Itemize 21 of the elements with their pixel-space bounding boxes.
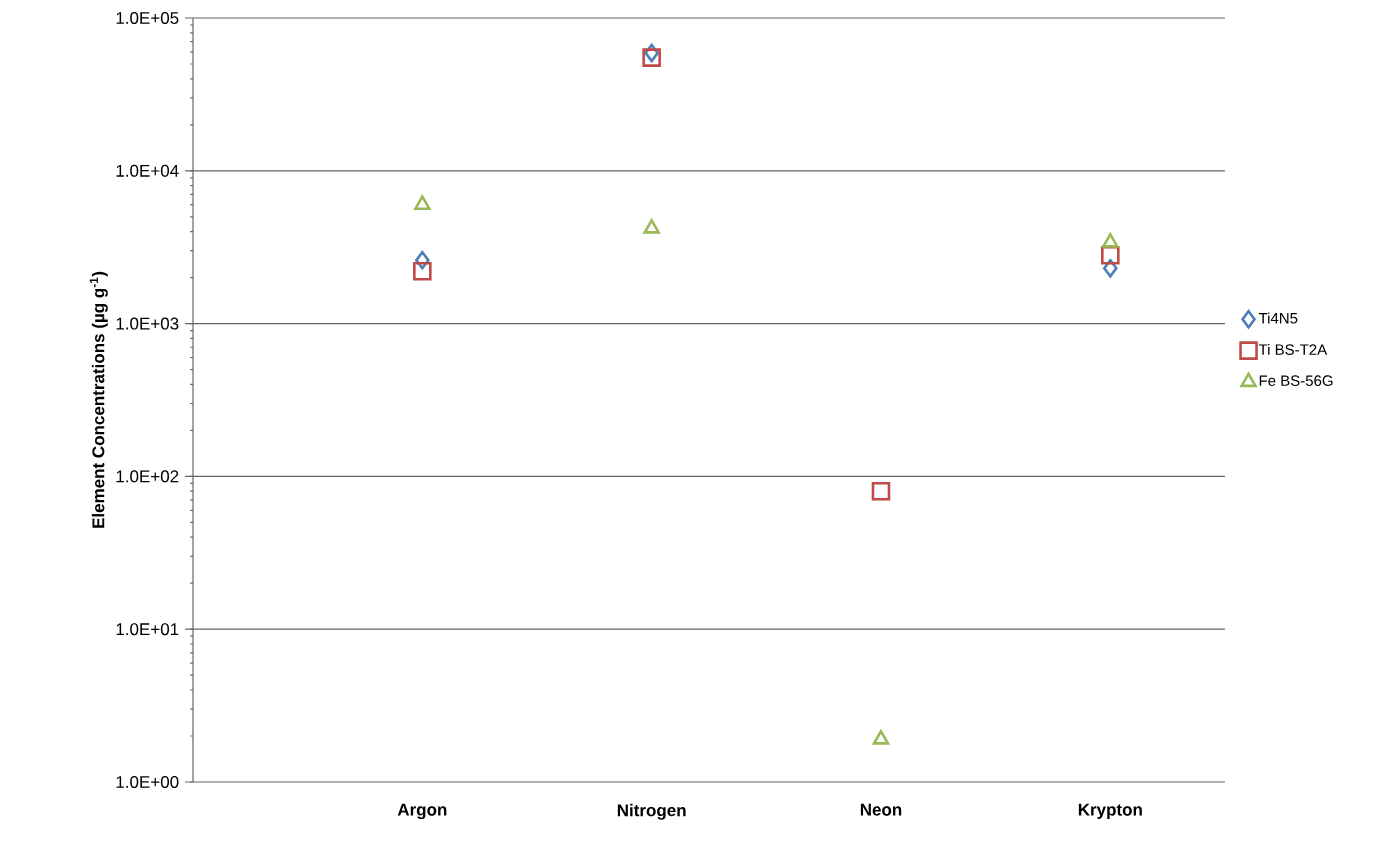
y-tick-label: 1.0E+00 <box>116 775 179 789</box>
y-tick-label: 1.0E+03 <box>116 317 179 330</box>
y-tick-label: 1.0E+01 <box>116 623 179 636</box>
x-tick-label: Argon <box>397 803 447 820</box>
x-tick-label: Krypton <box>1078 803 1142 820</box>
x-tick-label: Neon <box>860 803 902 816</box>
point <box>642 48 661 67</box>
point <box>872 730 890 745</box>
point <box>414 195 431 210</box>
legend-label: Ti BS-T2A <box>1258 343 1328 355</box>
point <box>413 261 432 281</box>
point <box>871 481 891 501</box>
y-tick-label: 1.0E+04 <box>116 164 179 177</box>
point <box>1102 233 1119 248</box>
y-axis-title: Element Concentrations (µg g$^{-1}$) <box>89 271 108 528</box>
point <box>643 219 660 234</box>
x-tick-label: Nitrogen <box>617 803 686 820</box>
legend-label: Ti4N5 <box>1258 312 1298 324</box>
legend-label: Fe BS-56G <box>1259 375 1333 386</box>
y-tick-label: 1.0E+02 <box>116 470 179 483</box>
y-tick-label: 1.0E+05 <box>116 11 179 25</box>
